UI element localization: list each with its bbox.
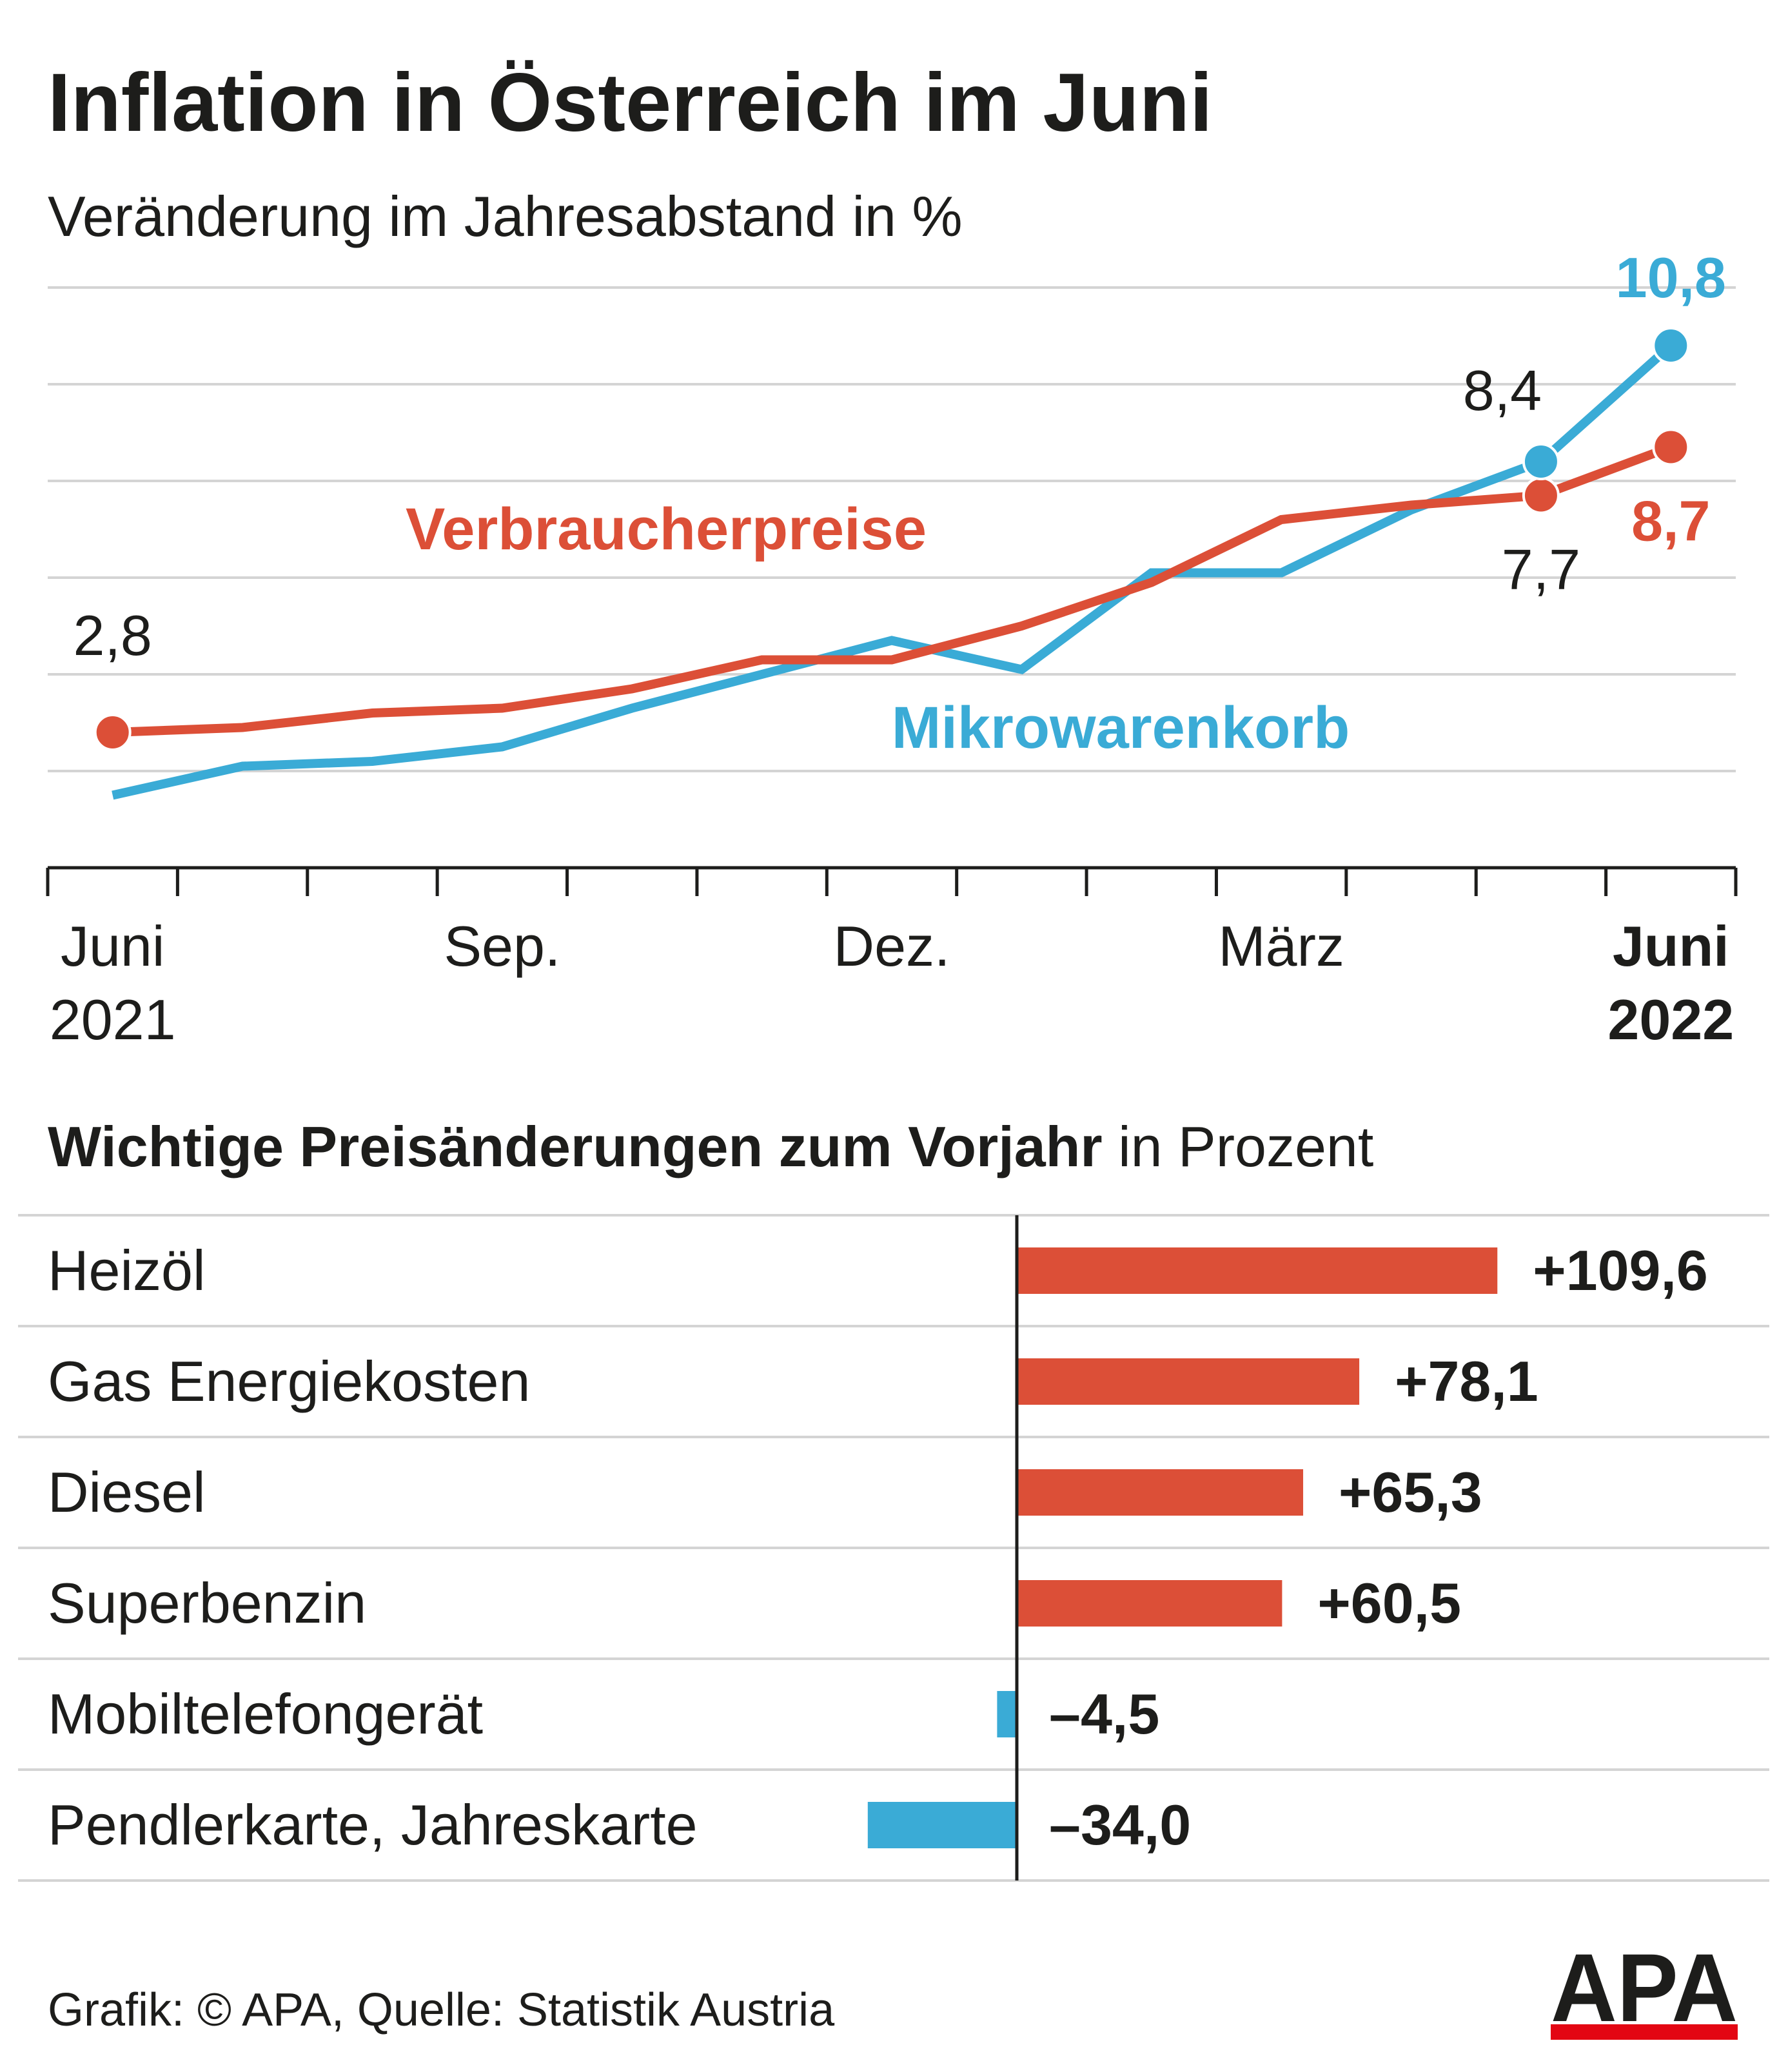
value-label: +109,6 bbox=[1533, 1238, 1708, 1302]
data-label: 10,8 bbox=[1616, 246, 1726, 309]
value-label: –34,0 bbox=[1049, 1793, 1191, 1857]
chart-title: Inflation in Österreich im Juni bbox=[48, 57, 1213, 149]
bar-chart-title-suffix: in Prozent bbox=[1118, 1115, 1374, 1178]
x-tick-label-line: Juni bbox=[1613, 914, 1729, 978]
data-point-marker bbox=[1652, 428, 1690, 466]
category-label: Mobiltelefongerät bbox=[48, 1682, 483, 1746]
category-label: Pendlerkarte, Jahreskarte bbox=[48, 1793, 698, 1857]
data-point-marker bbox=[1652, 327, 1690, 364]
data-label: 8,4 bbox=[1463, 358, 1542, 422]
x-tick-label-line: 2021 bbox=[50, 988, 176, 1051]
data-label: 2,8 bbox=[74, 603, 152, 667]
bar bbox=[1017, 1247, 1498, 1294]
bar bbox=[867, 1802, 1017, 1848]
data-label: 7,7 bbox=[1502, 538, 1580, 601]
apa-logo-bar bbox=[1551, 2024, 1738, 2040]
series-label-verbraucherpreise: Verbraucherpreise bbox=[406, 496, 927, 562]
bar-chart-title: Wichtige Preisänderungen zum Vorjahr in … bbox=[48, 1119, 1373, 1175]
data-point-marker bbox=[93, 714, 132, 751]
bar bbox=[997, 1691, 1017, 1737]
bar-chart: Heizöl +109,6 Gas Energiekosten +78,1 Diesel… bbox=[18, 1214, 1769, 1882]
line-chart: Juni 2021 Sep. Dez. März Juni 2022 Verbraucherp… bbox=[46, 246, 1738, 1051]
x-tick-label-line: Juni bbox=[61, 914, 164, 978]
series-line-mikrowarenkorb bbox=[112, 342, 1674, 800]
bar bbox=[1017, 1358, 1360, 1405]
bar-chart-title-bold: Wichtige Preisänderungen zum Vorjahr bbox=[48, 1115, 1103, 1178]
x-tick-label: Juni 2021 bbox=[50, 914, 176, 1051]
data-point-marker bbox=[1522, 443, 1560, 480]
x-tick-label: Juni 2022 bbox=[1607, 914, 1734, 1051]
series-line-verbraucherpreise bbox=[112, 442, 1673, 737]
source-footer: Grafik: © APA, Quelle: Statistik Austria bbox=[48, 1984, 835, 2036]
x-tick-label: März bbox=[1218, 914, 1344, 978]
x-tick-label-line: 2022 bbox=[1607, 988, 1734, 1051]
category-label: Diesel bbox=[48, 1460, 206, 1524]
category-label: Superbenzin bbox=[48, 1571, 366, 1635]
chart-subtitle: Veränderung im Jahresabstand in % bbox=[48, 184, 963, 248]
bar bbox=[1017, 1469, 1304, 1516]
value-label: –4,5 bbox=[1049, 1682, 1159, 1746]
data-label: 8,7 bbox=[1631, 489, 1710, 553]
x-tick-label-line: Dez. bbox=[834, 914, 950, 978]
x-tick-label: Dez. bbox=[834, 914, 950, 978]
apa-logo: APA bbox=[1551, 1953, 1738, 2042]
value-label: +60,5 bbox=[1317, 1571, 1461, 1635]
series-label-mikrowarenkorb: Mikrowarenkorb bbox=[892, 695, 1350, 761]
category-label: Gas Energiekosten bbox=[48, 1349, 530, 1413]
category-label: Heizöl bbox=[48, 1238, 206, 1302]
value-label: +65,3 bbox=[1339, 1460, 1482, 1524]
x-tick-label: Sep. bbox=[444, 914, 560, 978]
x-tick-label-line: März bbox=[1218, 914, 1344, 978]
value-label: +78,1 bbox=[1395, 1349, 1538, 1413]
bar bbox=[1017, 1580, 1282, 1627]
x-tick-label-line: Sep. bbox=[444, 914, 560, 978]
